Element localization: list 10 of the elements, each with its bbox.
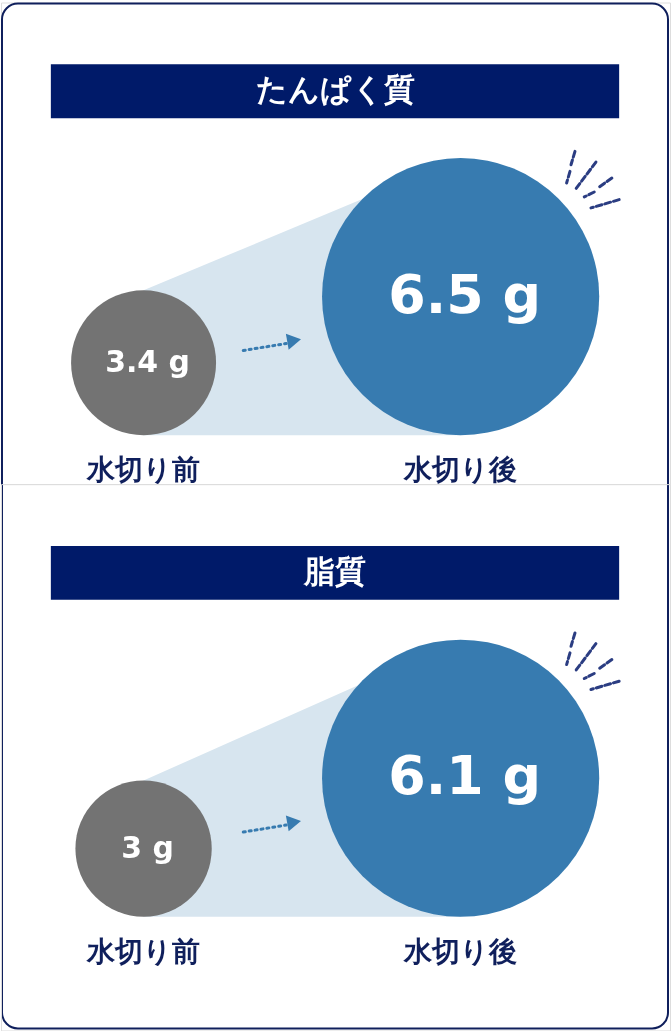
text: 脂質 (303, 552, 366, 589)
category-label: 水切り後 (403, 934, 518, 968)
data-label: 6.1 g (388, 744, 541, 808)
text: たんぱく質 (255, 71, 415, 108)
category-label: 水切り前 (86, 934, 201, 968)
data-label: 3.4 g (105, 343, 190, 379)
category-label: 水切り後 (403, 453, 518, 487)
data-label: 6.5 g (388, 262, 541, 326)
data-label: 3 g (121, 829, 174, 865)
category-label: 水切り前 (86, 453, 201, 487)
